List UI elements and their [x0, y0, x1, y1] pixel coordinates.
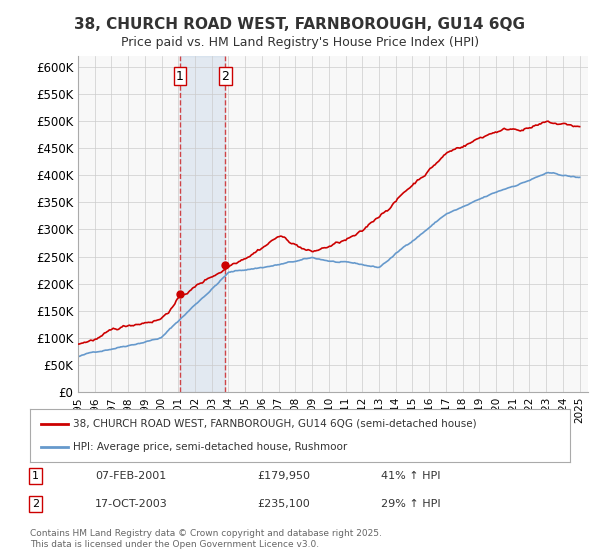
Text: 38, CHURCH ROAD WEST, FARNBOROUGH, GU14 6QG (semi-detached house): 38, CHURCH ROAD WEST, FARNBOROUGH, GU14 …	[73, 419, 477, 429]
Text: 2: 2	[221, 69, 229, 82]
Text: Price paid vs. HM Land Registry's House Price Index (HPI): Price paid vs. HM Land Registry's House …	[121, 36, 479, 49]
Text: 2: 2	[32, 499, 39, 509]
Text: 17-OCT-2003: 17-OCT-2003	[95, 499, 167, 509]
Text: HPI: Average price, semi-detached house, Rushmoor: HPI: Average price, semi-detached house,…	[73, 442, 347, 452]
Text: 1: 1	[176, 69, 184, 82]
Text: Contains HM Land Registry data © Crown copyright and database right 2025.
This d: Contains HM Land Registry data © Crown c…	[30, 529, 382, 549]
Text: 29% ↑ HPI: 29% ↑ HPI	[381, 499, 440, 509]
Text: 41% ↑ HPI: 41% ↑ HPI	[381, 471, 440, 481]
Text: 38, CHURCH ROAD WEST, FARNBOROUGH, GU14 6QG: 38, CHURCH ROAD WEST, FARNBOROUGH, GU14 …	[74, 17, 526, 32]
Text: £179,950: £179,950	[257, 471, 310, 481]
Text: £235,100: £235,100	[257, 499, 310, 509]
Text: 07-FEB-2001: 07-FEB-2001	[95, 471, 166, 481]
Bar	[180, 56, 225, 392]
Text: 1: 1	[32, 471, 39, 481]
